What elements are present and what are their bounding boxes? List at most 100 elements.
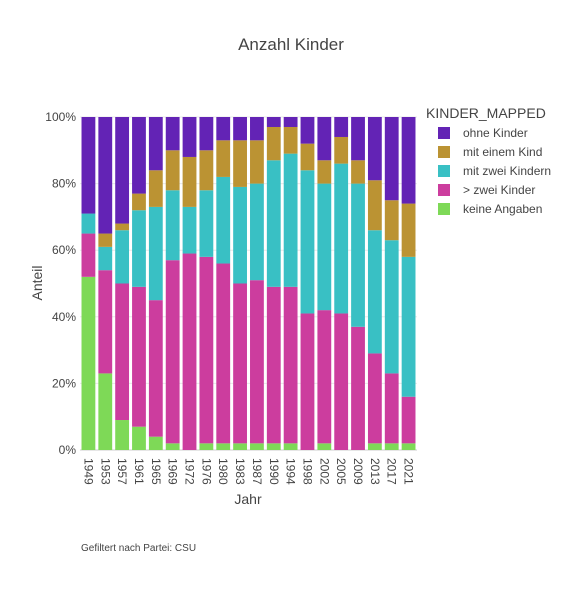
- bar-segment[interactable]: [165, 117, 180, 151]
- bar-segment[interactable]: [300, 143, 315, 171]
- bar-segment[interactable]: [165, 443, 180, 450]
- bar-segment[interactable]: [250, 117, 264, 141]
- bar-segment[interactable]: [199, 150, 214, 191]
- bar-segment[interactable]: [98, 246, 113, 271]
- bar-segment[interactable]: [98, 373, 113, 450]
- bar-segment[interactable]: [233, 140, 247, 187]
- bar-segment[interactable]: [81, 213, 96, 234]
- legend-item[interactable]: keine Angaben: [438, 202, 542, 216]
- bar-segment[interactable]: [300, 170, 315, 314]
- bar-segment[interactable]: [283, 117, 298, 127]
- bar-segment[interactable]: [401, 256, 416, 397]
- bar-segment[interactable]: [367, 230, 382, 354]
- bar-segment[interactable]: [401, 203, 416, 257]
- bar-segment[interactable]: [351, 326, 365, 450]
- bar-segment[interactable]: [384, 373, 399, 444]
- bar-segment[interactable]: [233, 283, 247, 444]
- legend-item[interactable]: mit einem Kind: [438, 145, 542, 159]
- bar-segment[interactable]: [317, 443, 332, 450]
- bar-segment[interactable]: [115, 223, 130, 231]
- bar-segment[interactable]: [317, 183, 332, 311]
- bar-segment[interactable]: [401, 117, 416, 204]
- bar-segment[interactable]: [300, 313, 315, 450]
- bar-segment[interactable]: [266, 126, 281, 161]
- bar-segment[interactable]: [98, 233, 113, 247]
- bar-segment[interactable]: [199, 190, 214, 257]
- bar-segment[interactable]: [283, 153, 298, 287]
- legend[interactable]: ohne Kinder mit einem Kind mit zwei Kinder…: [438, 126, 551, 216]
- bar-segment[interactable]: [148, 170, 163, 207]
- bar-segment[interactable]: [233, 443, 247, 450]
- bar-segment[interactable]: [266, 286, 281, 444]
- bar-segment[interactable]: [199, 256, 214, 444]
- bar-segment[interactable]: [115, 420, 130, 450]
- bar-segment[interactable]: [216, 443, 231, 450]
- bar-segment[interactable]: [250, 443, 264, 450]
- bar-segment[interactable]: [250, 183, 264, 281]
- bar-segment[interactable]: [165, 190, 180, 261]
- bar-segment[interactable]: [334, 313, 349, 450]
- bar-segment[interactable]: [165, 150, 180, 191]
- bar-segment[interactable]: [334, 136, 349, 164]
- bar-segment[interactable]: [233, 186, 247, 284]
- bar-segment[interactable]: [148, 117, 163, 171]
- bar-segment[interactable]: [250, 140, 264, 184]
- bar-segment[interactable]: [317, 117, 332, 161]
- bar-segment[interactable]: [182, 117, 197, 157]
- bar-segment[interactable]: [216, 176, 231, 264]
- bar-segment[interactable]: [300, 117, 315, 144]
- bar-segment[interactable]: [132, 286, 146, 427]
- bar-segment[interactable]: [216, 117, 231, 141]
- bar-segment[interactable]: [266, 117, 281, 127]
- bar-segment[interactable]: [334, 117, 349, 137]
- bar-segment[interactable]: [98, 117, 113, 234]
- bar-segment[interactable]: [283, 126, 298, 154]
- bar-segment[interactable]: [165, 260, 180, 444]
- bar-segment[interactable]: [182, 156, 197, 207]
- bar-segment[interactable]: [283, 286, 298, 444]
- bar-segment[interactable]: [81, 233, 96, 277]
- bar-segment[interactable]: [98, 270, 113, 374]
- bar-segment[interactable]: [216, 140, 231, 177]
- bar-segment[interactable]: [351, 183, 365, 327]
- bar-segment[interactable]: [199, 117, 214, 151]
- bar-segment[interactable]: [115, 230, 130, 284]
- bar-segment[interactable]: [367, 353, 382, 444]
- bar-segment[interactable]: [351, 160, 365, 184]
- bar-segment[interactable]: [401, 443, 416, 450]
- bar-segment[interactable]: [367, 117, 382, 181]
- bar-segment[interactable]: [182, 253, 197, 450]
- bar-segment[interactable]: [132, 210, 146, 287]
- legend-item[interactable]: mit zwei Kindern: [438, 164, 551, 178]
- bar-segment[interactable]: [115, 117, 130, 224]
- legend-item[interactable]: > zwei Kinder: [438, 183, 535, 197]
- bar-segment[interactable]: [367, 180, 382, 231]
- bar-segment[interactable]: [317, 310, 332, 444]
- bar-segment[interactable]: [283, 443, 298, 450]
- legend-item[interactable]: ohne Kinder: [438, 126, 528, 140]
- bar-segment[interactable]: [384, 240, 399, 374]
- bar-segment[interactable]: [148, 436, 163, 450]
- bar-segment[interactable]: [115, 283, 130, 421]
- bar-segment[interactable]: [384, 200, 399, 241]
- bar-segment[interactable]: [81, 117, 96, 214]
- bar-segment[interactable]: [182, 206, 197, 254]
- bar-segment[interactable]: [81, 276, 96, 450]
- bar-segment[interactable]: [317, 160, 332, 184]
- bar-segment[interactable]: [351, 117, 365, 161]
- bar-segment[interactable]: [199, 443, 214, 450]
- bar-segment[interactable]: [367, 443, 382, 450]
- bar-segment[interactable]: [266, 443, 281, 450]
- bar-segment[interactable]: [132, 193, 146, 211]
- bar-segment[interactable]: [148, 206, 163, 301]
- bar-segment[interactable]: [250, 280, 264, 444]
- bar-segment[interactable]: [334, 163, 349, 314]
- bar-segment[interactable]: [266, 160, 281, 287]
- bar-segment[interactable]: [384, 443, 399, 450]
- bar-segment[interactable]: [132, 426, 146, 450]
- bar-segment[interactable]: [384, 117, 399, 201]
- bar-segment[interactable]: [233, 117, 247, 141]
- bar-segment[interactable]: [401, 396, 416, 444]
- bar-segment[interactable]: [148, 300, 163, 437]
- bar-segment[interactable]: [132, 117, 146, 194]
